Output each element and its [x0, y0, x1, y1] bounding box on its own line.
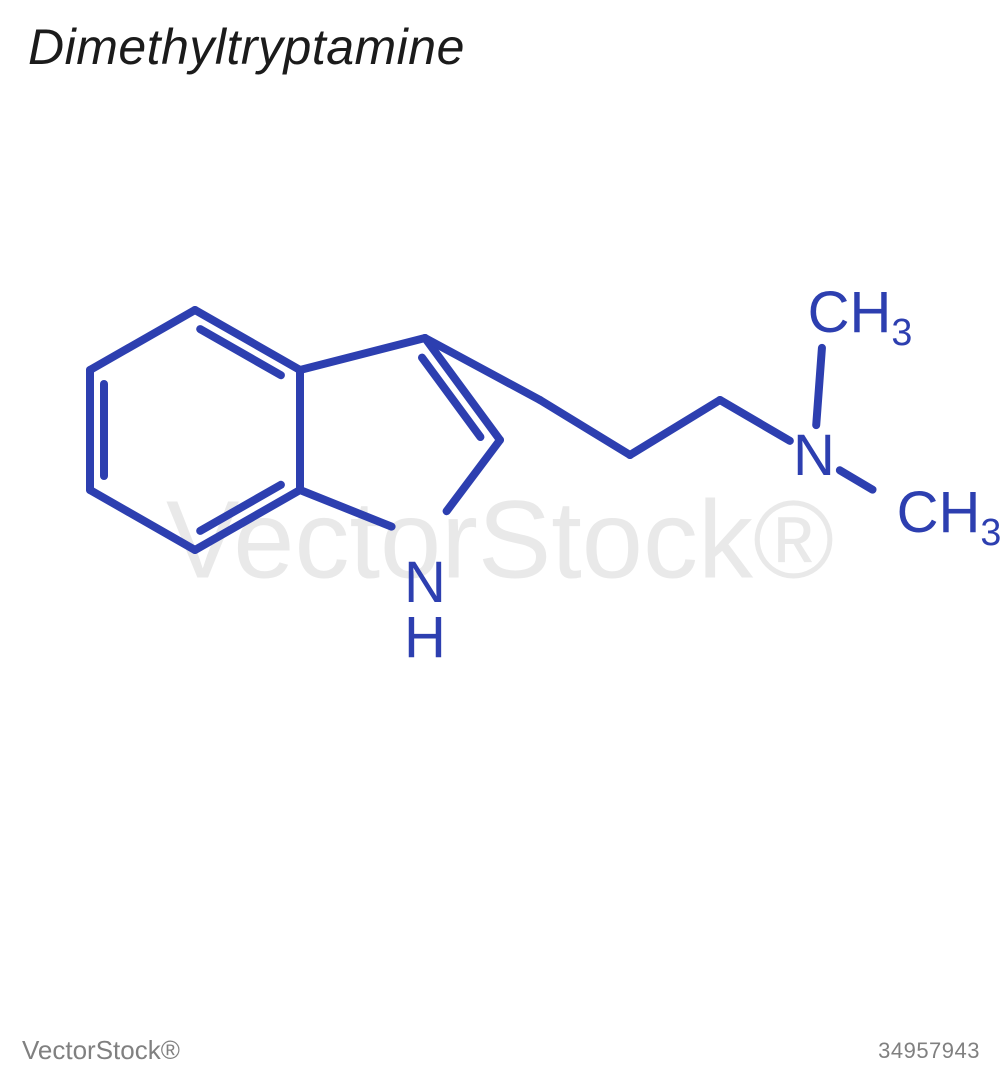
svg-text:CH3: CH3 [808, 280, 913, 353]
footer-brand: VectorStock® [22, 1035, 180, 1066]
svg-text:CH3: CH3 [897, 480, 1000, 553]
molecule-svg: NHNCH3CH3 [0, 0, 1000, 1080]
svg-text:H: H [404, 605, 446, 670]
molecule-diagram: NHNCH3CH3 [0, 0, 1000, 1080]
footer-id: 34957943 [878, 1038, 980, 1064]
svg-text:N: N [793, 423, 835, 488]
footer-bar: VectorStock® 34957943 [0, 1021, 1000, 1080]
